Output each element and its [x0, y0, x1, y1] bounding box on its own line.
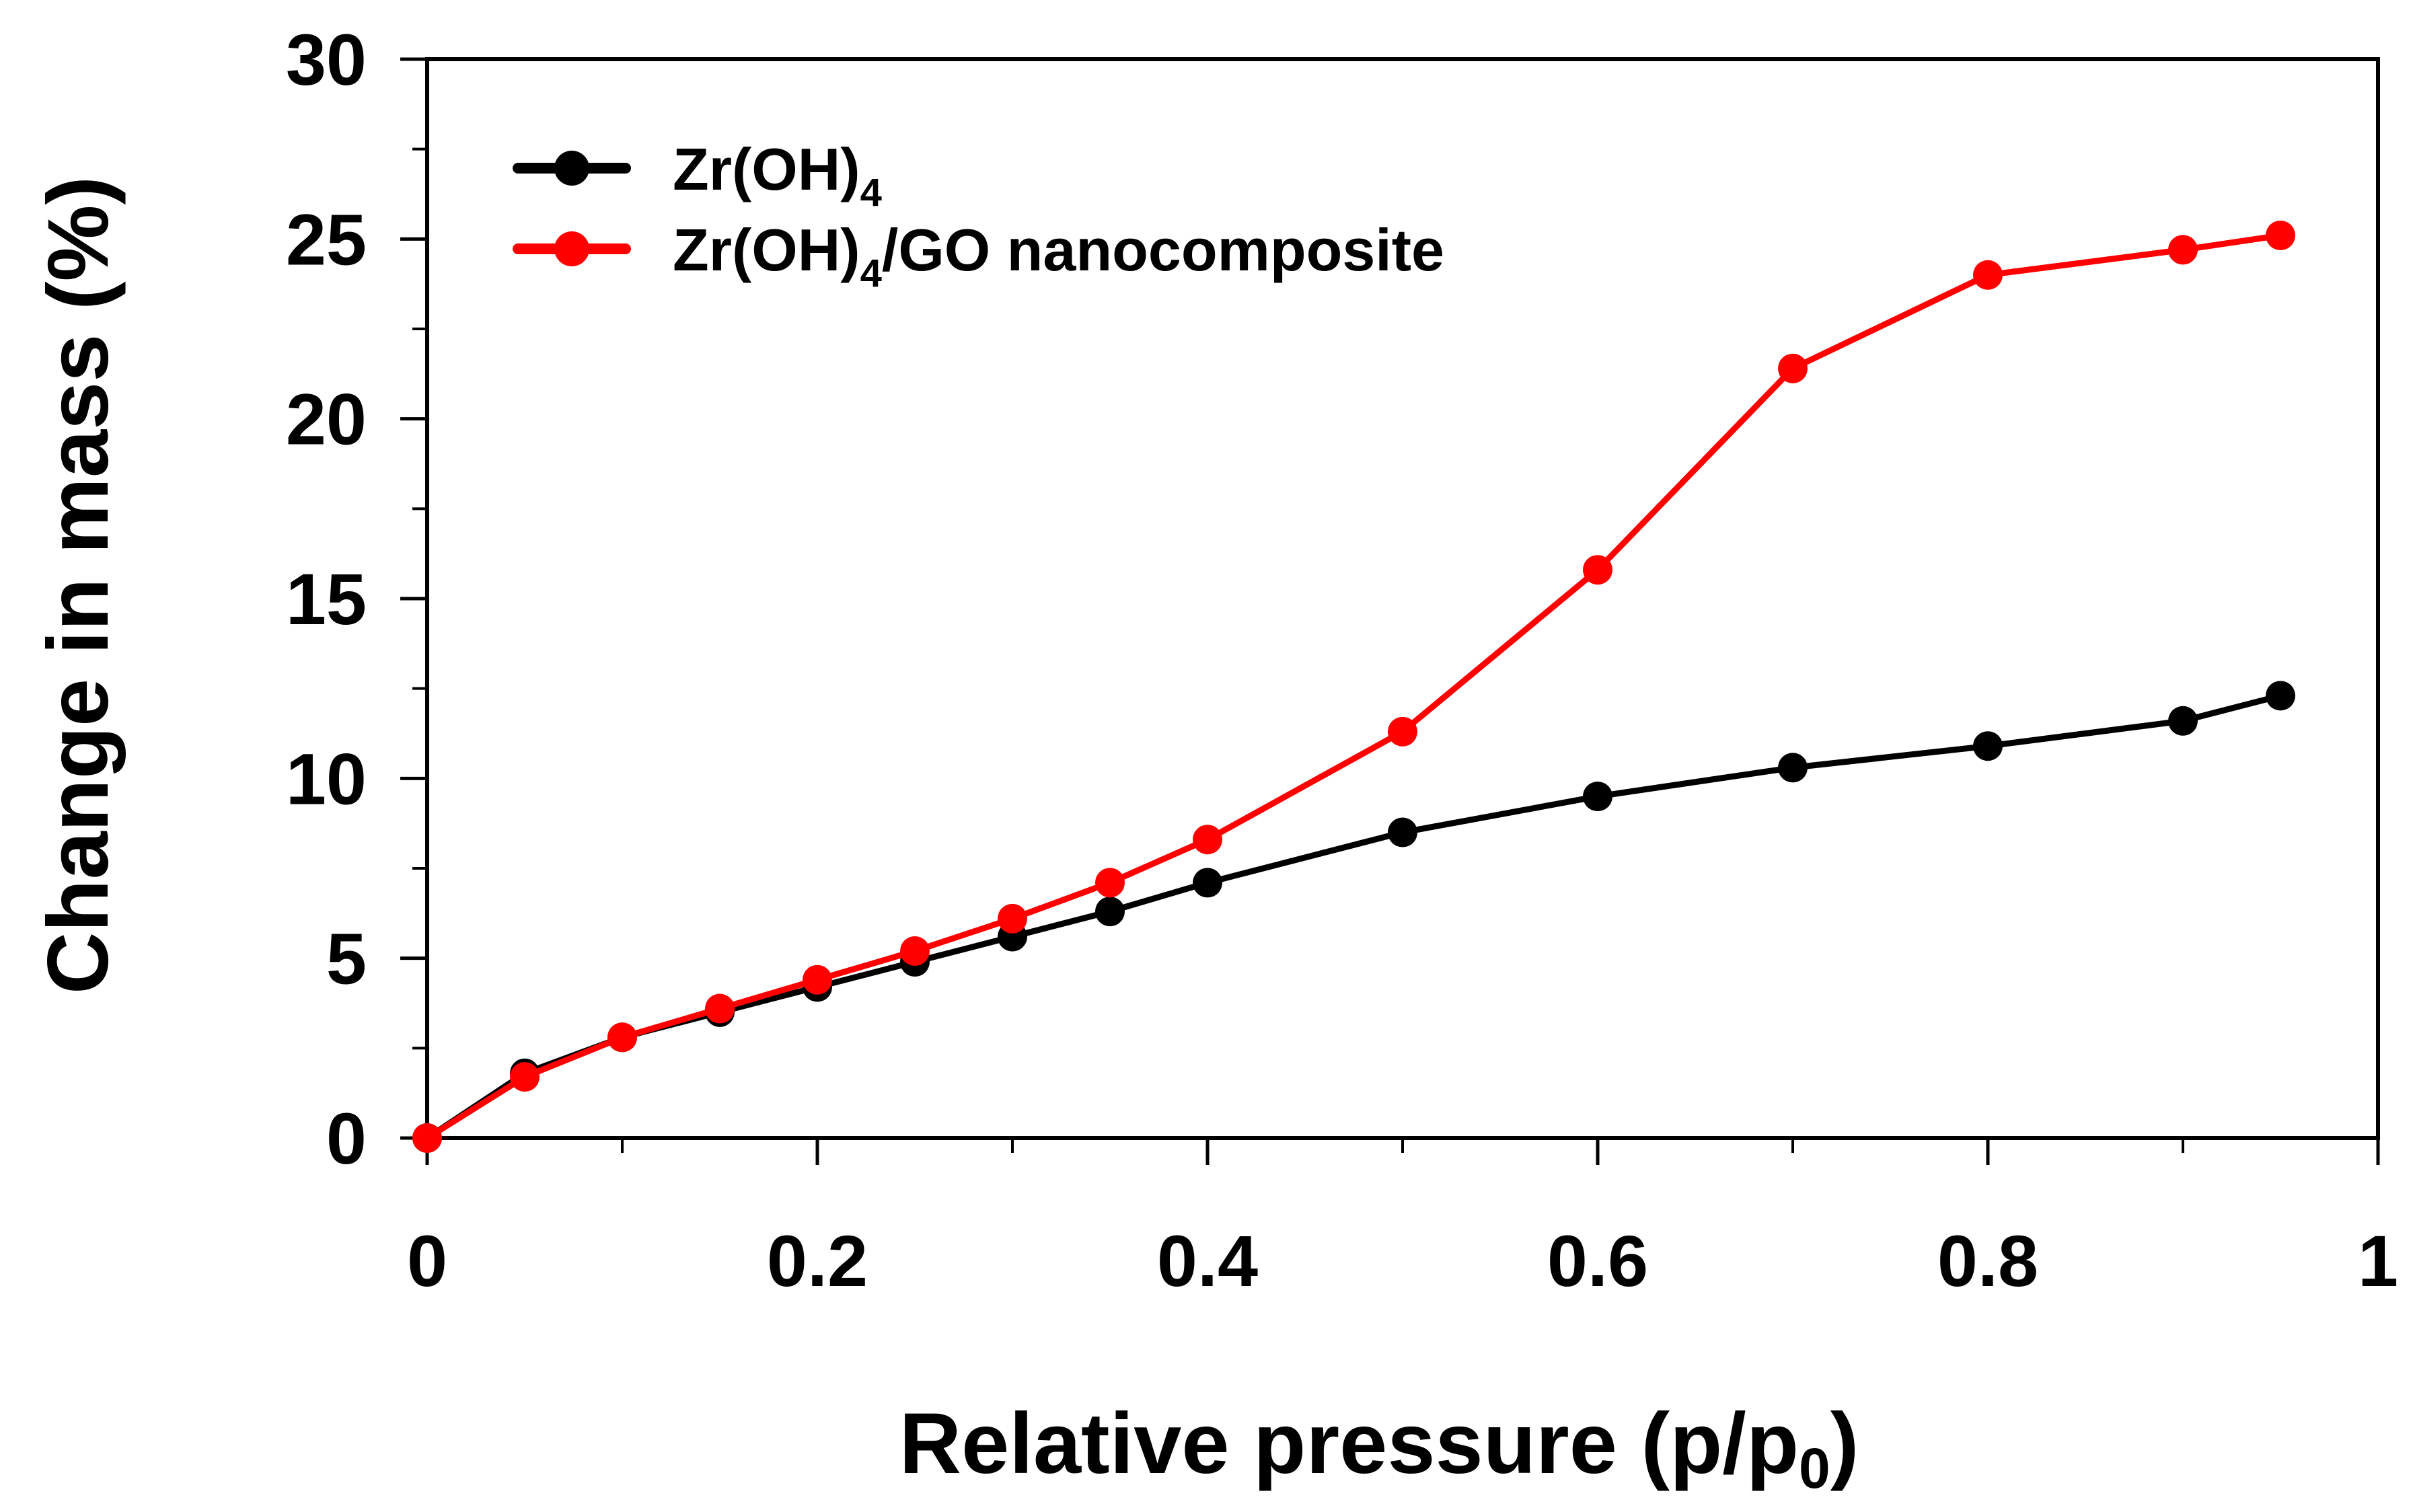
- legend-label-zr-oh4-subscript: 4: [860, 171, 882, 215]
- data-point-zr-oh4-go: [1388, 716, 1417, 747]
- data-point-zr-oh4: [1193, 868, 1222, 898]
- data-point-zr-oh4-go: [803, 965, 832, 995]
- y-axis-title: Change in mass (%): [30, 176, 126, 994]
- series-zr-oh4-go: [412, 220, 2295, 1153]
- y-tick-label: 10: [286, 738, 367, 819]
- y-tick-label: 30: [286, 19, 367, 100]
- legend-marker-zr-oh4-go: [554, 231, 589, 266]
- data-point-zr-oh4-go: [607, 1022, 637, 1053]
- x-tick-label: 1: [2358, 1220, 2398, 1301]
- x-axis-title-base: Relative pressure (p/p: [899, 1396, 1799, 1492]
- data-point-zr-oh4-go: [510, 1062, 540, 1092]
- legend-label-zr-oh4-go-base: Zr(OH): [673, 217, 860, 283]
- legend-entry-zr-oh4-go: Zr(OH)4/GO nanocomposite: [513, 217, 1444, 295]
- legend-label-zr-oh4: Zr(OH)4: [673, 136, 882, 215]
- legend-label-zr-oh4-go-suffix: /GO nanocomposite: [882, 217, 1444, 283]
- data-point-zr-oh4-go: [705, 993, 735, 1024]
- x-tick-label: 0: [407, 1220, 447, 1301]
- data-point-zr-oh4-go: [412, 1123, 442, 1153]
- data-point-zr-oh4-go: [1583, 555, 1612, 585]
- x-axis-title-subscript: 0: [1799, 1437, 1830, 1500]
- data-point-zr-oh4: [2168, 706, 2198, 736]
- data-point-zr-oh4-go: [2168, 235, 2198, 265]
- x-tick-label: 0.8: [1937, 1220, 2038, 1301]
- y-tick-label: 20: [286, 379, 367, 460]
- legend-entry-zr-oh4: Zr(OH)4: [513, 136, 882, 215]
- data-point-zr-oh4-go: [900, 936, 930, 966]
- data-point-zr-oh4-go: [1095, 868, 1125, 898]
- data-point-zr-oh4: [1778, 753, 1808, 783]
- legend-label-zr-oh4-go: Zr(OH)4/GO nanocomposite: [673, 217, 1444, 295]
- y-tick-label: 25: [286, 198, 367, 280]
- x-axis-title: Relative pressure (p/p0): [899, 1396, 1859, 1500]
- data-point-zr-oh4: [1973, 731, 2003, 761]
- data-point-zr-oh4: [2266, 681, 2295, 711]
- data-point-zr-oh4: [1388, 817, 1417, 847]
- series-layer: [412, 220, 2295, 1153]
- data-point-zr-oh4-go: [1973, 260, 2003, 290]
- data-point-zr-oh4-go: [2266, 220, 2295, 250]
- data-point-zr-oh4: [1583, 782, 1612, 812]
- legend: Zr(OH)4 Zr(OH)4/GO nanocomposite: [513, 136, 1444, 295]
- y-tick-label: 15: [286, 558, 367, 640]
- x-tick-label: 0.6: [1547, 1220, 1648, 1301]
- y-tick-label: 5: [326, 918, 367, 999]
- y-axis-ticks: [400, 57, 427, 1140]
- x-axis-title-suffix: ): [1830, 1396, 1859, 1492]
- x-tick-label: 0.2: [767, 1220, 868, 1301]
- data-point-zr-oh4: [1095, 897, 1125, 927]
- data-point-zr-oh4-go: [1778, 353, 1808, 383]
- legend-label-zr-oh4-go-subscript: 4: [860, 252, 882, 295]
- legend-label-zr-oh4-base: Zr(OH): [673, 136, 860, 202]
- legend-marker-zr-oh4: [554, 151, 589, 186]
- y-axis-tick-labels: 0 5 10 15 20 25 30: [286, 19, 367, 1179]
- x-axis-tick-labels: 0 0.2 0.4 0.6 0.8 1: [407, 1220, 2398, 1301]
- x-tick-label: 0.4: [1157, 1220, 1258, 1301]
- data-point-zr-oh4-go: [998, 903, 1027, 934]
- y-tick-label: 0: [326, 1098, 367, 1179]
- data-point-zr-oh4-go: [1193, 825, 1222, 855]
